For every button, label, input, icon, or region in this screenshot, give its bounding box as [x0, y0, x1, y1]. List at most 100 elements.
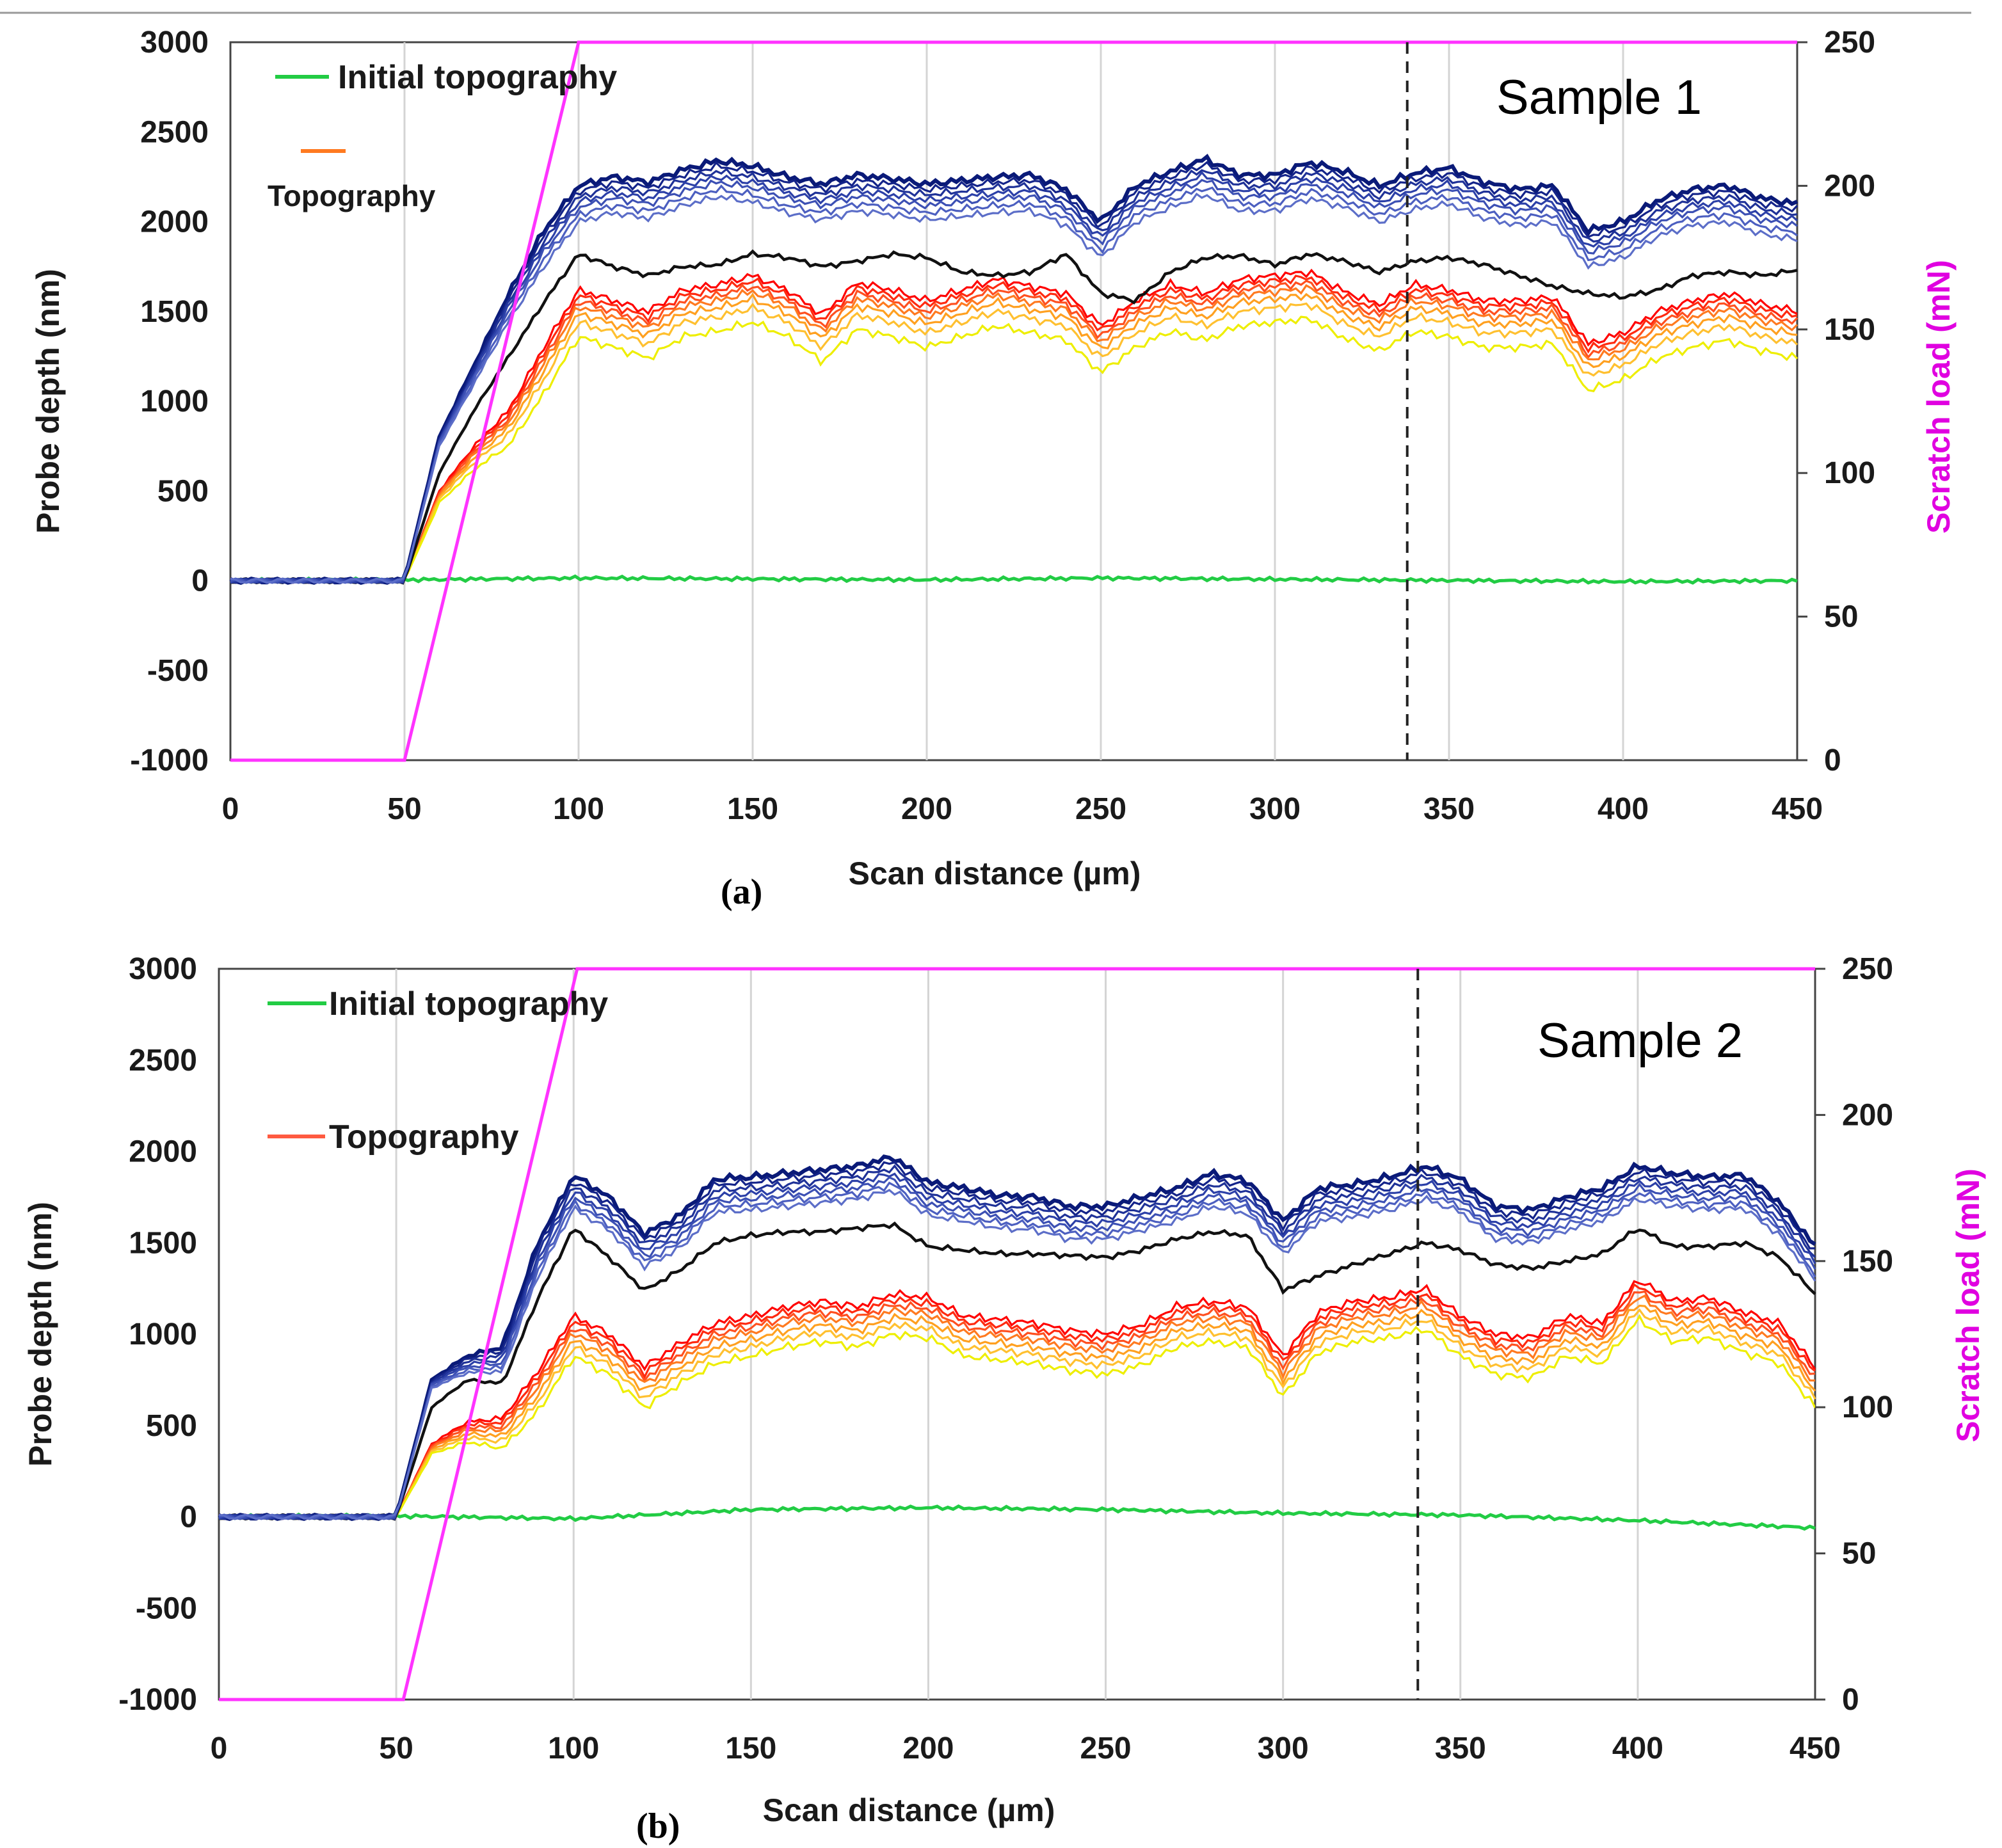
- y-tick-label: -1000: [118, 1683, 197, 1717]
- y2-tick-label: 150: [1842, 1245, 1893, 1278]
- y2-tick-labels: 0 50 100 150 200 250: [1815, 952, 1893, 1717]
- x-tick-label: 350: [1423, 792, 1475, 826]
- panel-label: (b): [636, 1806, 680, 1846]
- y-tick-label: -500: [136, 1591, 197, 1625]
- y2-tick-label: 250: [1824, 26, 1875, 60]
- x-tick-label: 200: [902, 1732, 954, 1765]
- y-tick-label: 1500: [129, 1226, 197, 1260]
- series-scratch-load: [219, 967, 1815, 1701]
- y-tick-label: 0: [191, 564, 209, 598]
- series-topography-7: [230, 315, 1798, 584]
- series-topography-3: [218, 1290, 1816, 1520]
- series-topography-5: [230, 292, 1798, 584]
- y2-tick-label: 0: [1842, 1683, 1859, 1717]
- legend-initial-label: Initial topography: [329, 985, 608, 1023]
- series-penetration-6: [230, 184, 1798, 584]
- y2-tick-label: 50: [1824, 600, 1858, 634]
- series-topography-6: [230, 302, 1798, 584]
- x-tick-label: 250: [1080, 1732, 1132, 1765]
- series-scratch-load: [230, 40, 1797, 762]
- series-black: [230, 249, 1798, 585]
- x-tick-label: 100: [548, 1732, 599, 1765]
- y-tick-label: 2000: [140, 205, 209, 239]
- series-initial-topography: [230, 574, 1798, 585]
- series-penetration-4: [230, 171, 1798, 584]
- y-tick-label: -1000: [130, 744, 209, 777]
- series-penetration-7: [230, 192, 1798, 584]
- series-penetration-1: [229, 154, 1798, 585]
- gridlines: [403, 42, 1624, 760]
- y2-tick-label: 200: [1824, 169, 1875, 203]
- y-tick-labels: -1000 -500 0 500 1000 1500 2000 2500 3000: [130, 26, 209, 777]
- y-tick-labels: -1000 -500 0 500 1000 1500 2000 2500 3000: [118, 952, 197, 1717]
- y-axis-title: Probe depth (nm): [22, 1202, 58, 1467]
- sample-label: Sample 2: [1537, 1014, 1743, 1068]
- x-tick-label: 450: [1790, 1732, 1841, 1765]
- series-penetration-7: [218, 1188, 1816, 1520]
- y2-tick-labels: 0 50 100 150 200 250: [1797, 26, 1875, 777]
- y-tick-label: 1000: [140, 385, 209, 418]
- series-group: [218, 967, 1816, 1701]
- y-tick-label: 500: [146, 1409, 197, 1443]
- x-tick-labels: 0 50 100 150 200 250 300 350 400 450: [211, 1732, 1841, 1765]
- y-tick-label: -500: [147, 654, 209, 688]
- series-topography-4: [230, 283, 1798, 584]
- series-topography-3: [230, 280, 1798, 584]
- series-penetration-2: [230, 161, 1798, 584]
- legend-initial-label: Initial topography: [338, 59, 617, 96]
- y-tick-label: 500: [157, 474, 209, 508]
- series-topography-2: [230, 275, 1798, 584]
- plot-frame: [229, 41, 1798, 761]
- y2-tick-label: 200: [1842, 1098, 1893, 1132]
- series-topography-2: [218, 1283, 1816, 1520]
- series-black: [218, 1221, 1816, 1521]
- series-topography-4: [218, 1294, 1816, 1520]
- series-topography-1: [230, 268, 1798, 584]
- x-tick-label: 150: [725, 1732, 776, 1765]
- sample-label: Sample 1: [1496, 70, 1702, 125]
- series-penetration-3: [230, 168, 1798, 584]
- legend-topography-label: Topography: [268, 179, 436, 212]
- y2-axis-title: Scratch load (mN): [1921, 260, 1957, 534]
- chart-panel-b: 0 50 100 150 200 250 300 350 400 450 -1000 -500 0 50…: [22, 952, 1986, 1846]
- x-tick-label: 450: [1772, 792, 1823, 826]
- y2-tick-label: 0: [1824, 744, 1841, 777]
- x-tick-label: 50: [379, 1732, 413, 1765]
- y-tick-label: 3000: [140, 26, 209, 60]
- series-topography-5: [218, 1304, 1816, 1520]
- legend-topography-label: Topography: [329, 1119, 519, 1156]
- series-initial-topography: [218, 1504, 1816, 1531]
- x-tick-label: 0: [222, 792, 239, 826]
- x-axis-title: Scan distance (µm): [849, 856, 1141, 891]
- series-topography-6: [218, 1308, 1816, 1520]
- series-penetration-6: [218, 1181, 1816, 1520]
- chart-panel-a: 0 50 100 150 200 250 300 350 400 450 -1000 -500 0 50…: [30, 26, 1957, 912]
- panel-label: (a): [721, 872, 762, 912]
- series-topography-7: [218, 1314, 1816, 1520]
- x-tick-label: 200: [901, 792, 952, 826]
- x-tick-labels: 0 50 100 150 200 250 300 350 400 450: [222, 792, 1823, 826]
- x-tick-label: 150: [727, 792, 778, 826]
- y2-tick-label: 100: [1824, 456, 1875, 490]
- y-axis-title: Probe depth (nm): [30, 269, 66, 534]
- series-group: [229, 40, 1798, 762]
- y-tick-label: 2500: [140, 115, 209, 149]
- x-tick-label: 0: [211, 1732, 228, 1765]
- y2-tick-label: 50: [1842, 1537, 1876, 1571]
- x-tick-label: 300: [1249, 792, 1301, 826]
- x-axis-title: Scan distance (µm): [763, 1792, 1055, 1828]
- y-tick-label: 2000: [129, 1135, 197, 1169]
- y-tick-label: 1000: [129, 1318, 197, 1351]
- x-tick-label: 300: [1258, 1732, 1309, 1765]
- x-tick-label: 350: [1435, 1732, 1486, 1765]
- x-tick-label: 400: [1612, 1732, 1663, 1765]
- y-tick-label: 1500: [140, 295, 209, 329]
- y2-axis-title: Scratch load (mN): [1950, 1168, 1986, 1442]
- y-tick-label: 3000: [129, 952, 197, 986]
- y-tick-label: 0: [180, 1501, 197, 1534]
- y2-tick-label: 150: [1824, 313, 1875, 347]
- y2-tick-label: 250: [1842, 952, 1893, 986]
- x-tick-label: 250: [1075, 792, 1126, 826]
- y2-tick-label: 100: [1842, 1390, 1893, 1424]
